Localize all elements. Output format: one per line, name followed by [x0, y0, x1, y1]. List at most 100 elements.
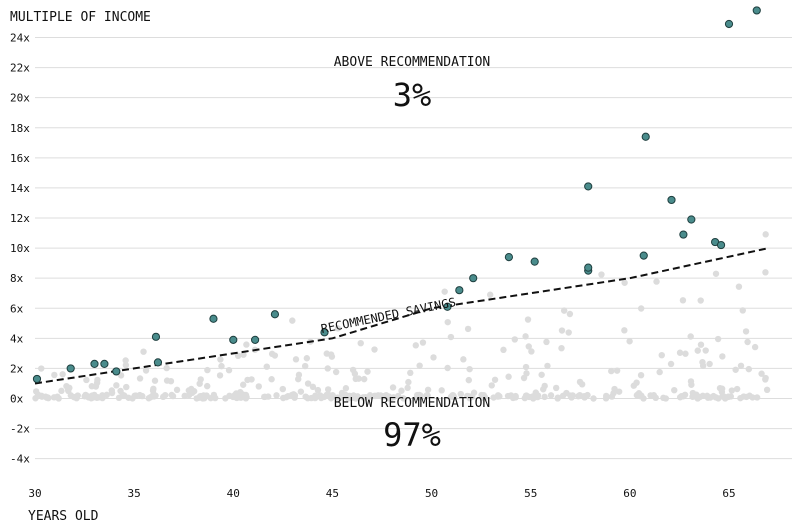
below-point: [204, 382, 211, 390]
above-point: [724, 19, 734, 29]
above-point: [641, 132, 650, 141]
below-point: [466, 395, 473, 402]
below-point: [512, 394, 519, 401]
below-point: [324, 386, 332, 393]
below-point: [332, 368, 340, 376]
below-point: [541, 382, 548, 390]
below-point: [558, 344, 565, 352]
below-point: [656, 368, 663, 376]
below-point: [735, 283, 743, 290]
below-point: [225, 367, 233, 374]
below-point: [416, 391, 423, 399]
below-point: [637, 371, 645, 379]
above-point: [469, 274, 478, 283]
below-recommendation-percent: 97%: [383, 416, 441, 454]
below-point: [271, 352, 279, 359]
below-point: [653, 278, 660, 285]
above-recommendation-label: ABOVE RECOMMENDATION: [334, 55, 491, 70]
below-point: [737, 362, 745, 370]
below-point: [658, 351, 665, 359]
below-point: [328, 353, 336, 360]
below-point: [301, 362, 309, 370]
below-point: [751, 343, 759, 351]
above-point: [151, 332, 161, 341]
x-tick-label: 65: [722, 487, 735, 500]
below-point: [139, 392, 146, 400]
below-point: [196, 394, 203, 401]
below-point: [197, 376, 204, 383]
below-point: [407, 369, 414, 377]
below-point: [244, 376, 251, 384]
y-tick-label: 12x: [10, 212, 30, 225]
below-point: [150, 393, 158, 400]
y-tick-label: 0x: [10, 393, 24, 406]
below-point: [522, 392, 530, 400]
below-point: [697, 297, 704, 304]
below-point: [240, 351, 247, 358]
y-tick-label: 24x: [10, 32, 30, 45]
below-point: [140, 348, 147, 355]
below-point: [745, 365, 753, 373]
y-tick-label: 18x: [10, 122, 30, 135]
x-tick-label: 55: [524, 487, 537, 500]
below-point: [667, 360, 675, 368]
below-point: [122, 361, 130, 369]
above-point: [229, 335, 238, 344]
below-point: [676, 349, 684, 356]
axis-ticks: 24x 22x 20x 18x 16x 14x 12x 10x 8x 6x 4x 2x 0x -2x -4x…: [10, 32, 736, 501]
below-point: [360, 375, 368, 383]
below-recommendation-points: [32, 231, 771, 402]
below-point: [255, 383, 262, 390]
below-point: [602, 395, 610, 402]
below-point: [51, 371, 58, 379]
below-point: [496, 393, 503, 400]
above-point: [716, 240, 726, 250]
below-point: [707, 394, 714, 401]
below-point: [488, 382, 495, 389]
below-point: [314, 386, 322, 394]
below-point: [303, 355, 311, 362]
below-point: [338, 389, 346, 397]
below-point: [239, 381, 247, 388]
below-point: [505, 373, 512, 380]
below-point: [541, 393, 548, 401]
above-point: [584, 263, 593, 272]
y-axis-label: MULTIPLE OF INCOME: [10, 10, 151, 25]
below-point: [660, 394, 667, 402]
below-point: [351, 394, 358, 401]
below-point: [190, 388, 198, 395]
below-point: [621, 327, 628, 334]
above-point: [679, 230, 688, 239]
above-point: [443, 302, 452, 311]
above-point: [112, 367, 121, 376]
below-point: [289, 317, 296, 324]
below-point: [204, 366, 211, 374]
below-point: [374, 392, 382, 399]
below-point: [59, 371, 66, 378]
above-recommendation-percent: 3%: [393, 76, 432, 114]
below-point: [626, 338, 633, 345]
below-point: [151, 377, 159, 384]
below-point: [218, 362, 225, 370]
below-point: [528, 348, 535, 355]
below-point: [714, 335, 722, 343]
recommended-savings-label: RECOMMENDED SAVINGS: [320, 295, 457, 336]
below-point: [430, 354, 437, 361]
below-point: [444, 364, 451, 372]
below-point: [457, 390, 464, 398]
above-point: [639, 251, 648, 260]
below-point: [44, 394, 51, 401]
below-point: [466, 365, 473, 373]
below-point: [491, 376, 499, 383]
below-point: [762, 269, 769, 276]
below-point: [621, 279, 628, 286]
below-point: [103, 391, 110, 399]
below-point: [311, 394, 319, 402]
x-tick-label: 40: [227, 487, 240, 500]
below-point: [66, 384, 73, 392]
below-point: [522, 333, 529, 340]
below-point: [185, 387, 193, 394]
below-point: [115, 394, 123, 402]
below-point: [697, 341, 705, 348]
